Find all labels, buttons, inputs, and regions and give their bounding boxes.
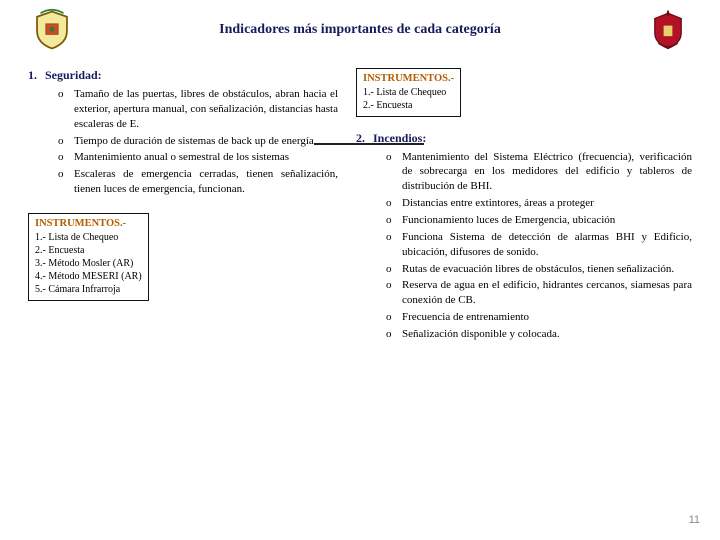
page-number: 11 (689, 514, 700, 526)
list-item: oTiempo de duración de sistemas de back … (58, 134, 338, 149)
right-crest-icon (646, 8, 690, 52)
left-crest-icon (30, 8, 74, 52)
list-item: oFrecuencia de entrenamiento (386, 310, 692, 325)
instrument-line: 3.- Método Mosler (AR) (35, 257, 142, 270)
instrument-line: 5.- Cámara Infrarroja (35, 283, 142, 296)
list-item: oSeñalización disponible y colocada. (386, 327, 692, 342)
section1-list: oTamaño de las puertas, libres de obstác… (28, 87, 338, 197)
list-item: oEscaleras de emergencia cerradas, tiene… (58, 167, 338, 197)
list-item: oTamaño de las puertas, libres de obstác… (58, 87, 338, 132)
page-title: Indicadores más importantes de cada cate… (74, 22, 646, 38)
instrument-line: 2.- Encuesta (35, 244, 142, 257)
section2-list: oMantenimiento del Sistema Eléctrico (fr… (356, 150, 692, 342)
list-item: oDistancias entre extintores, áreas a pr… (386, 196, 692, 211)
instruments-right-box: INSTRUMENTOS.- 1.- Lista de Chequeo2.- E… (356, 68, 461, 117)
instrument-line: 1.- Lista de Chequeo (363, 86, 454, 99)
instrument-line: 1.- Lista de Chequeo (35, 231, 142, 244)
list-item: oFunciona Sistema de detección de alarma… (386, 230, 692, 260)
connector-line (314, 143, 424, 145)
list-item: oReserva de agua en el edificio, hidrant… (386, 278, 692, 308)
list-item: oFuncionamiento luces de Emergencia, ubi… (386, 213, 692, 228)
instruments-left-box: INSTRUMENTOS.- 1.- Lista de Chequeo2.- E… (28, 213, 149, 301)
instrument-line: 4.- Método MESERI (AR) (35, 270, 142, 283)
list-item: oMantenimiento anual o semestral de los … (58, 150, 338, 165)
instrument-line: 2.- Encuesta (363, 99, 454, 112)
list-item: oRutas de evacuación libres de obstáculo… (386, 262, 692, 277)
list-item: oMantenimiento del Sistema Eléctrico (fr… (386, 150, 692, 195)
section1-heading: 1. Seguridad: (28, 68, 338, 83)
